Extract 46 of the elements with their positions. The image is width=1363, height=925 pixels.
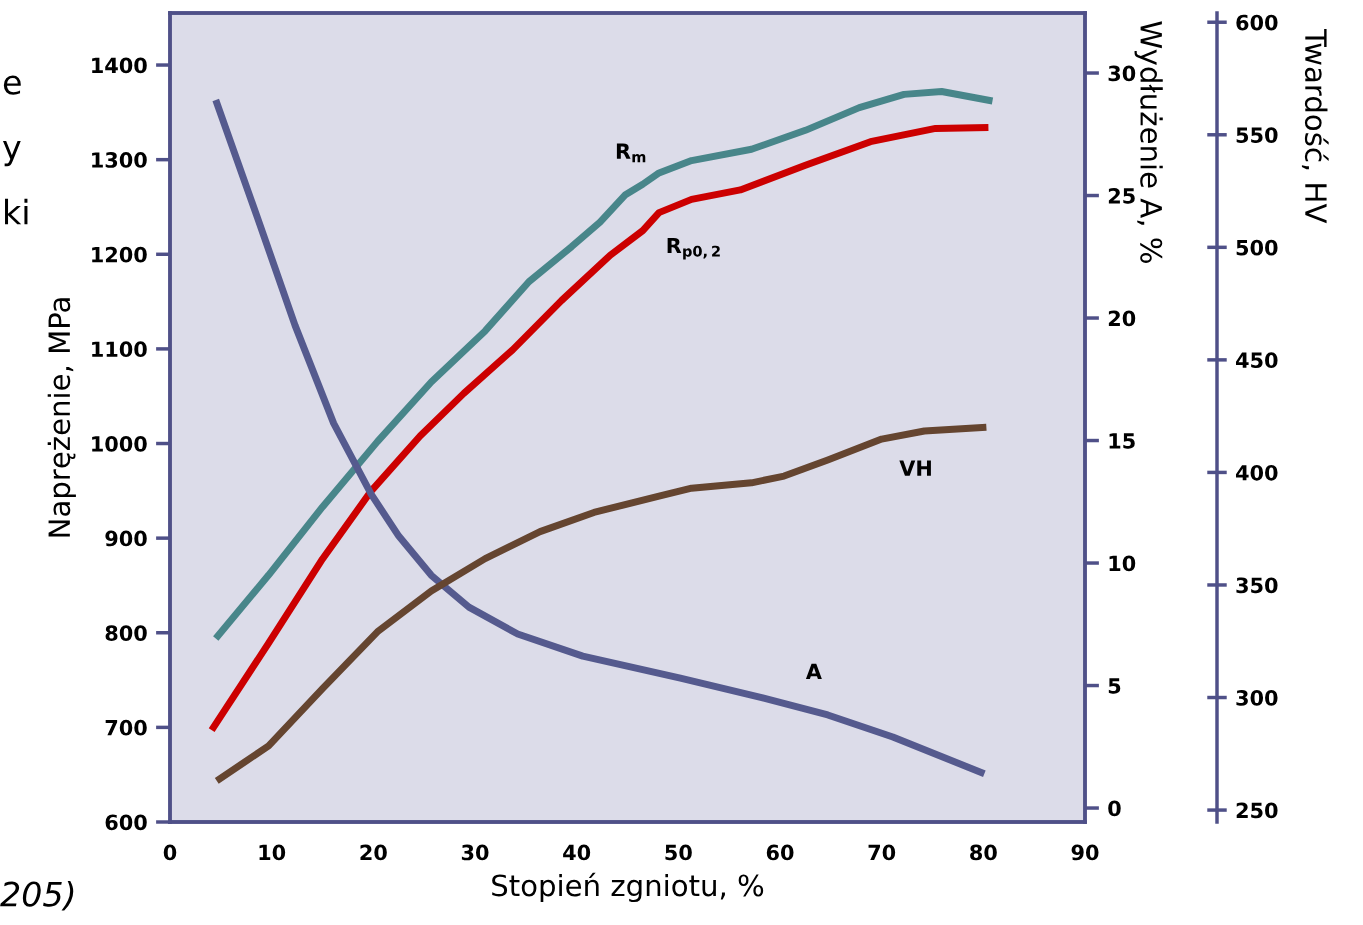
text: e [3,75,21,95]
y2-tick-label: 25 [1108,187,1135,204]
text: 205) [0,880,74,911]
y3-tick-label: 600 [1236,14,1278,31]
y-tick-label: 1100 [92,341,147,358]
x-axis-title: Stopień zgniotu, % [492,872,764,903]
y-axis-title: Naprężenie, MPa [47,298,76,537]
x-tick-label: 0 [163,844,177,861]
x-tick-label: 70 [868,844,896,861]
x-tick-label: 50 [665,844,692,861]
text: ki [5,198,28,225]
y2-tick-label: 10 [1109,555,1136,572]
y3-tick-label: 550 [1236,127,1278,143]
y3-tick-label: 350 [1236,577,1278,594]
y3-tick-label: 250 [1236,802,1278,819]
y-tick-label: 1300 [92,152,147,168]
y3-tick-label: 300 [1236,689,1278,706]
x-tick-label: 60 [766,844,794,861]
y2-tick-label: 0 [1108,800,1121,817]
y3-axis-title: Twardość, HV [1301,29,1329,224]
y-tick-label: 600 [105,814,147,831]
y3-tick-label: 450 [1235,352,1278,369]
y-tick-label: 1200 [92,246,147,263]
y-tick-label: 900 [105,530,147,547]
y2-tick-label: 5 [1108,678,1121,694]
series-label: VH [899,460,931,476]
y2-axis-title: Wydłużenie A, % [1134,21,1163,263]
y2-tick-label: 15 [1109,433,1135,449]
x-tick-label: 40 [563,844,591,861]
x-tick-label: 90 [1071,844,1099,861]
x-tick-label: 80 [970,844,997,861]
series-label: A [805,663,822,680]
text: y [2,140,21,167]
x-tick-label: 10 [259,844,286,861]
y3-tick-label: 500 [1236,239,1278,256]
y2-tick-label: 20 [1108,310,1136,327]
y2-tick-label: 30 [1108,65,1136,82]
y-tick-label: 1000 [92,435,147,452]
x-tick-label: 20 [360,844,387,861]
y-tick-label: 1400 [92,57,147,74]
y-tick-label: 700 [105,719,147,736]
x-tick-label: 30 [461,844,489,861]
series-label: R$_{p0,2}$ [667,237,720,260]
series-label: R$_{m}$ [616,143,646,163]
y3-tick-label: 400 [1235,464,1278,481]
y-tick-label: 800 [105,625,147,641]
